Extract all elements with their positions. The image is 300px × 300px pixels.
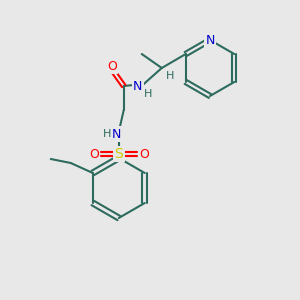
Text: H: H (144, 89, 152, 99)
Text: O: O (89, 148, 99, 160)
Text: H: H (103, 129, 111, 139)
Text: S: S (114, 147, 123, 161)
Text: H: H (166, 71, 174, 81)
Text: N: N (133, 80, 142, 94)
Text: N: N (112, 128, 122, 140)
Text: O: O (139, 148, 149, 160)
Text: O: O (107, 59, 117, 73)
Text: N: N (205, 34, 215, 46)
